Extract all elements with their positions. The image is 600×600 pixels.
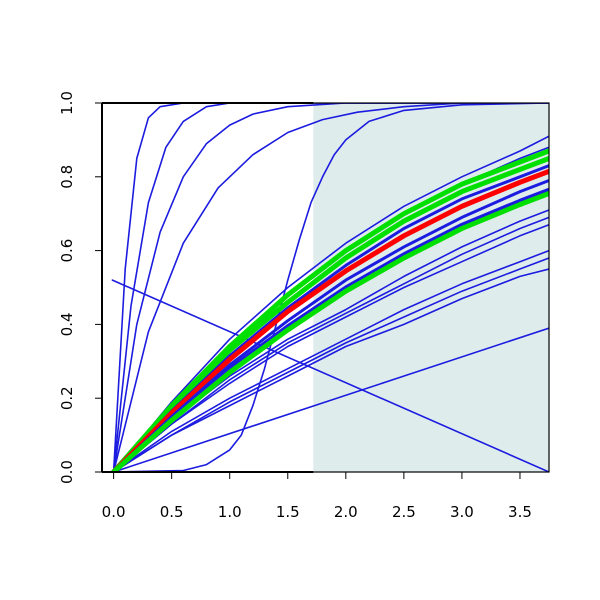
series-line-22 xyxy=(111,190,549,472)
y-tick-label: 0.2 xyxy=(58,386,76,410)
series-line-16 xyxy=(111,148,549,472)
x-tick-label: 0.5 xyxy=(160,503,184,521)
y-tick-label: 1.0 xyxy=(58,91,76,115)
series-line-9 xyxy=(112,216,549,472)
y-tick-label: 0.6 xyxy=(58,239,76,263)
x-tick-label: 3.5 xyxy=(508,503,532,521)
x-tick-label: 2.0 xyxy=(334,503,358,521)
series-line-4 xyxy=(112,103,549,472)
series-line-3 xyxy=(112,103,549,472)
y-tick-label: 0.8 xyxy=(58,165,76,189)
series-line-14 xyxy=(112,135,549,472)
x-tick-label: 3.0 xyxy=(450,503,474,521)
x-tick-label: 2.5 xyxy=(392,503,416,521)
series-layer xyxy=(111,103,549,472)
series-line-6 xyxy=(111,279,549,472)
series-line-5 xyxy=(112,103,549,472)
series-line-17 xyxy=(111,155,549,472)
series-line-19 xyxy=(111,168,549,472)
x-tick-label: 0.0 xyxy=(102,503,126,521)
y-tick-label: 0.4 xyxy=(58,312,76,336)
x-tick-label: 1.0 xyxy=(218,503,242,521)
series-line-10 xyxy=(112,224,549,472)
series-line-12 xyxy=(112,257,549,472)
axes: 0.0 0.5 1.0 1.5 2.0 2.5 3.0 3.5 0.0 0.2 0.4 0.6 0.8 1… xyxy=(58,91,550,521)
x-tick-label: 1.5 xyxy=(276,503,300,521)
series-line-11 xyxy=(112,249,549,472)
series-line-1 xyxy=(112,103,549,472)
series-line-13 xyxy=(112,268,549,472)
y-tick-label: 0.0 xyxy=(58,460,76,484)
series-line-7 xyxy=(112,327,549,472)
